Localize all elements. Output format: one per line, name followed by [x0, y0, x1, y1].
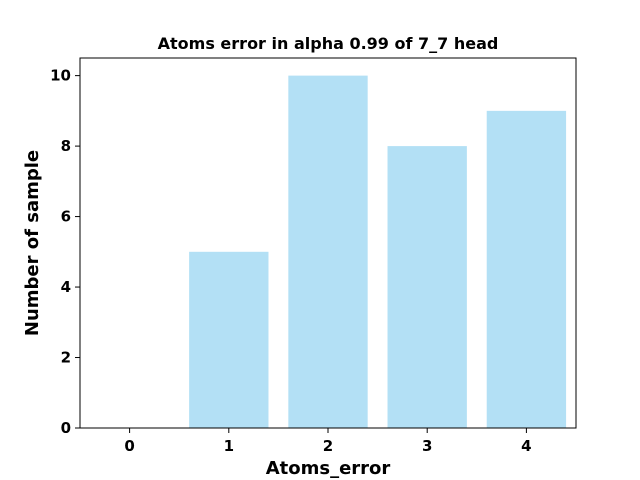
y-axis-label: Number of sample [22, 150, 43, 336]
bar-1 [189, 251, 269, 428]
x-axis-label: Atoms_error [266, 458, 391, 479]
bars-layer [189, 75, 567, 429]
y-tick-label: 10 [50, 67, 71, 85]
y-tick-label: 4 [61, 278, 71, 296]
bar-4 [486, 110, 567, 429]
x-tick-label: 1 [224, 437, 234, 455]
y-tick-label: 0 [61, 419, 71, 437]
y-tick-label: 8 [61, 137, 71, 155]
x-tick-label: 0 [124, 437, 134, 455]
x-tick-label: 3 [422, 437, 432, 455]
x-axis-ticks: 0 1 2 3 4 [124, 428, 532, 455]
x-tick-label: 2 [323, 437, 333, 455]
bar-2 [288, 75, 368, 429]
y-tick-label: 6 [61, 208, 71, 226]
y-axis-ticks: 0 2 4 6 8 10 [50, 67, 80, 437]
chart-title: Atoms error in alpha 0.99 of 7_7 head [158, 34, 499, 53]
y-tick-label: 2 [61, 349, 71, 367]
x-tick-label: 4 [521, 437, 531, 455]
bar-3 [387, 146, 467, 428]
